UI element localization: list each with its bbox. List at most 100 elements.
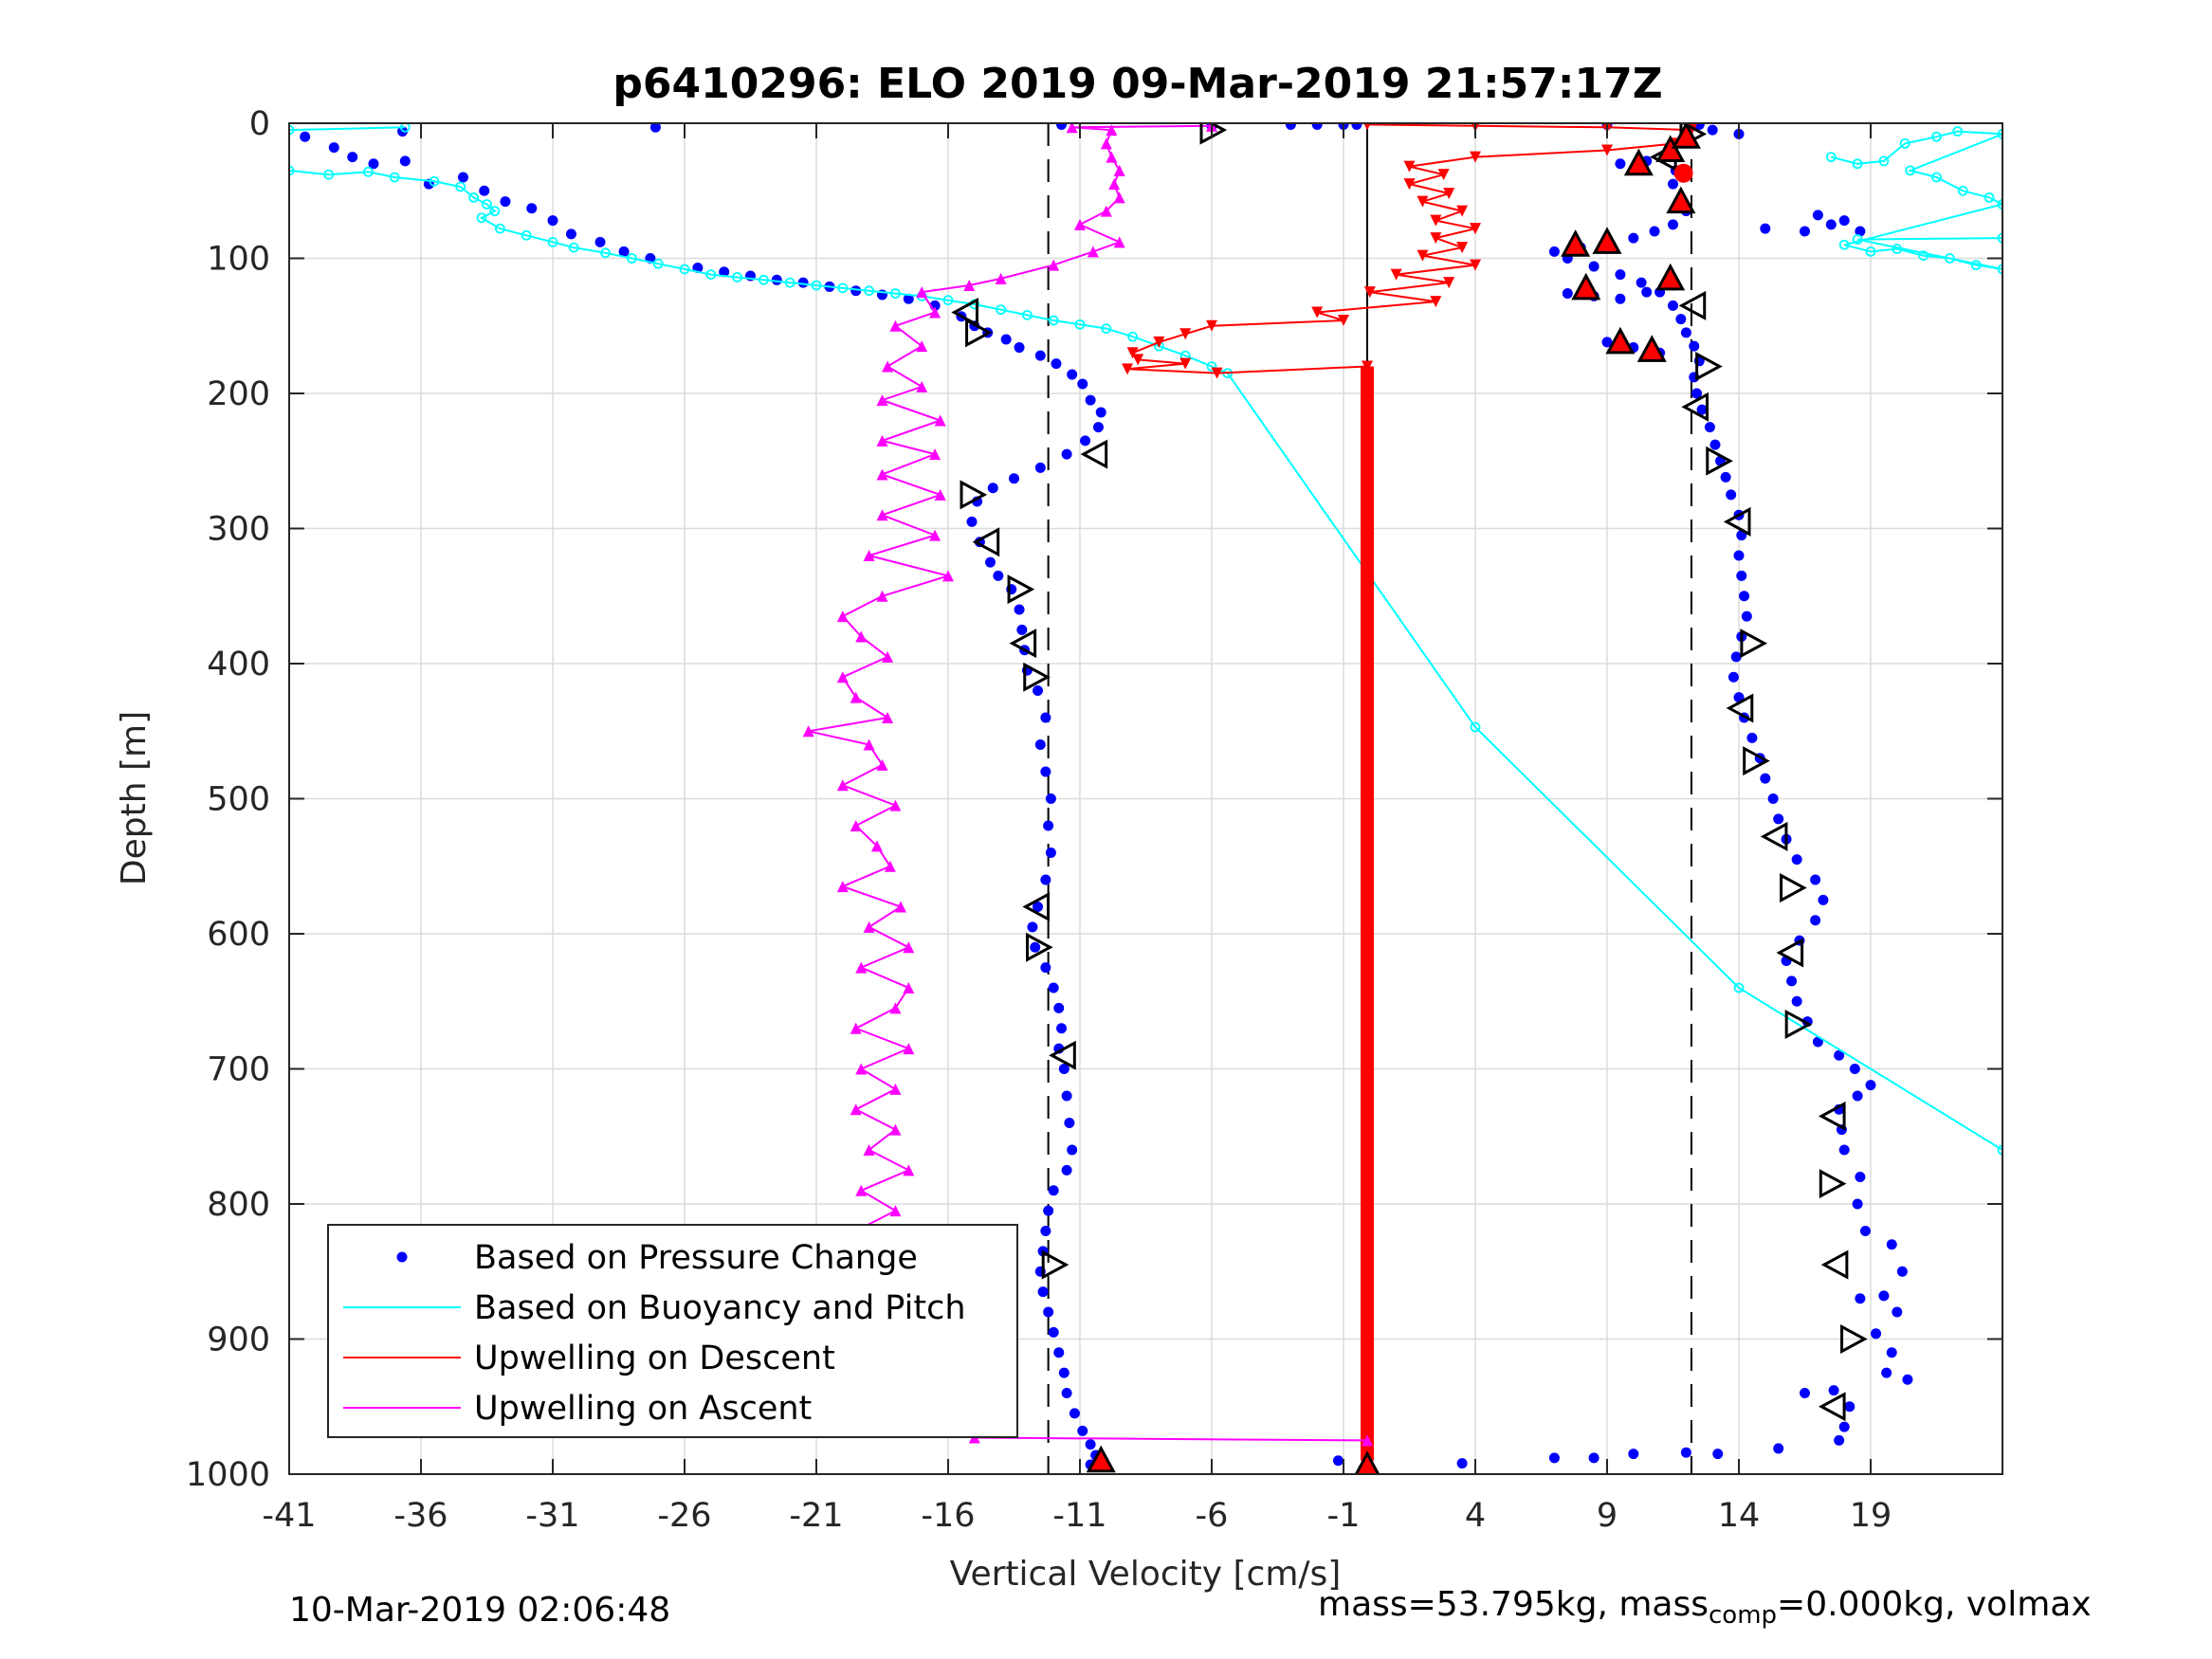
pressure-point <box>1741 611 1752 622</box>
pressure-point <box>1892 1306 1903 1318</box>
x-axis-label: Vertical Velocity [cm/s] <box>950 1555 1342 1594</box>
upwelling-descent-marker <box>1206 319 1217 332</box>
pressure-point <box>1791 854 1802 866</box>
pressure-point <box>966 516 978 527</box>
pressure-point <box>618 246 630 257</box>
legend-label: Based on Pressure Change <box>474 1239 918 1277</box>
pressure-point <box>1730 651 1742 663</box>
upwelling-ascent-marker <box>903 941 915 954</box>
buoyancy-point <box>1852 158 1863 170</box>
upwelling-ascent-marker <box>889 319 902 332</box>
upwelling-ascent-marker <box>863 1144 875 1156</box>
pressure-point <box>479 185 490 196</box>
y-tick-label: 200 <box>207 375 270 413</box>
upwelling-ascent-marker <box>855 961 868 974</box>
upwelling-ascent-marker <box>863 550 875 561</box>
buoyancy-point <box>495 223 505 234</box>
buoyancy-point <box>1997 264 2002 275</box>
open-triangle-marker <box>1695 351 1723 382</box>
pressure-point <box>1896 1266 1908 1277</box>
upwelling-ascent-marker <box>889 1205 902 1217</box>
buoyancy-point <box>996 304 1006 316</box>
buoyancy-point <box>482 199 492 210</box>
buoyancy-point <box>1892 244 1903 254</box>
pressure-point <box>1045 848 1056 858</box>
x-tick-label: 4 <box>1465 1497 1486 1535</box>
buoyancy-point <box>1957 185 1968 196</box>
buoyancy-point <box>568 242 579 253</box>
buoyancy-point <box>1878 155 1890 167</box>
open-triangle-marker <box>972 527 1000 557</box>
red-triangle-marker <box>1354 1450 1380 1474</box>
pressure-point <box>1043 1205 1054 1216</box>
pressure-point <box>1707 124 1718 136</box>
legend-label: Based on Buoyancy and Pitch <box>474 1289 966 1327</box>
upwelling-ascent-marker <box>855 630 868 643</box>
upwelling-ascent-marker <box>934 488 946 501</box>
pressure-point <box>1601 337 1613 348</box>
buoyancy-point <box>399 123 411 133</box>
pressure-point <box>1825 219 1837 230</box>
upwelling-ascent-marker <box>855 1063 868 1075</box>
pressure-point <box>1058 1367 1069 1378</box>
red-triangle-marker <box>1605 326 1636 355</box>
footer-timestamp: 10-Mar-2019 02:06:48 <box>289 1591 671 1630</box>
pressure-point <box>987 483 998 494</box>
pressure-point <box>1834 1049 1845 1061</box>
open-triangle-marker <box>1080 439 1108 469</box>
buoyancy-point <box>864 285 874 297</box>
pressure-point <box>500 196 511 208</box>
red-triangle-marker <box>1623 148 1654 176</box>
upwelling-ascent-marker <box>882 650 894 663</box>
pressure-point <box>1810 915 1821 926</box>
x-tick-label: -26 <box>657 1497 711 1535</box>
upwelling-ascent-marker <box>916 286 928 299</box>
open-triangle-marker <box>1026 932 1053 962</box>
upwelling-descent-marker <box>1403 160 1416 173</box>
upwelling-descent-marker <box>1179 357 1192 370</box>
pressure-point <box>1548 246 1560 257</box>
pressure-point <box>1034 462 1046 473</box>
pressure-point <box>300 131 311 142</box>
pressure-point <box>1456 1458 1468 1469</box>
open-triangle-marker <box>1022 891 1051 922</box>
upwelling-descent-marker <box>1430 232 1442 245</box>
buoyancy-point <box>679 264 690 275</box>
pressure-point <box>1838 1421 1850 1432</box>
upwelling-ascent-marker <box>942 570 954 582</box>
upwelling-ascent-marker <box>1066 123 1078 134</box>
pressure-point <box>1053 1002 1065 1013</box>
buoyancy-point <box>705 269 717 281</box>
footer-mass-info: mass=53.795kg, masscomp=0.000kg, volmax <box>1318 1585 2092 1630</box>
upwelling-ascent-marker <box>929 448 941 461</box>
pressure-point <box>457 172 468 183</box>
red-triangle-marker <box>1655 263 1686 291</box>
pressure-point <box>1588 261 1600 272</box>
upwelling-descent-marker <box>1311 306 1324 319</box>
y-tick-label: 900 <box>207 1322 270 1359</box>
upwelling-ascent-marker <box>894 901 906 913</box>
buoyancy-point <box>289 124 295 136</box>
upwelling-ascent-marker <box>850 691 862 703</box>
pressure-point <box>1588 1452 1600 1464</box>
buoyancy-point <box>1899 137 1910 149</box>
upwelling-ascent-marker <box>876 509 888 521</box>
buoyancy-point <box>811 280 822 291</box>
pressure-point <box>1838 215 1850 227</box>
red-circle-marker <box>1673 163 1693 183</box>
upwelling-ascent-marker <box>884 860 896 872</box>
pressure-point <box>1871 1328 1882 1340</box>
upwelling-ascent-marker <box>903 982 915 994</box>
y-tick-label: 400 <box>207 646 270 684</box>
upwelling-ascent-marker <box>836 779 849 792</box>
upwelling-descent-marker <box>1390 268 1402 281</box>
pressure-point <box>797 277 809 288</box>
upwelling-descent-marker <box>1470 223 1481 235</box>
upwelling-ascent-marker <box>916 340 928 353</box>
pressure-point <box>771 274 782 285</box>
x-tick-label: 14 <box>1718 1497 1761 1535</box>
pressure-point <box>1760 773 1771 784</box>
x-tick-label: -21 <box>789 1497 843 1535</box>
pressure-point <box>1067 369 1078 380</box>
